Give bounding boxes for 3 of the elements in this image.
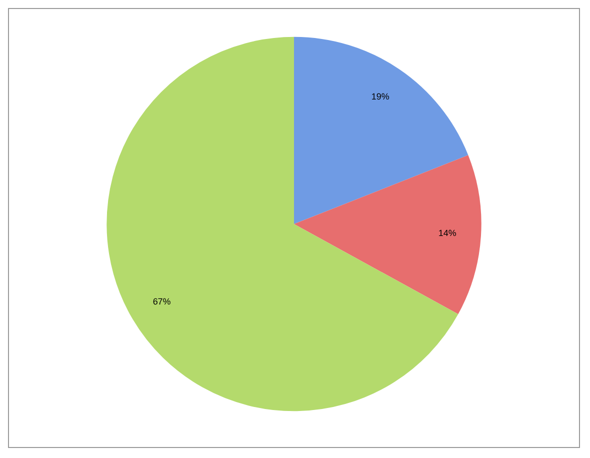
data-label: 14% [438,228,456,238]
data-label: 67% [152,296,171,307]
data-label: 19% [371,92,390,102]
